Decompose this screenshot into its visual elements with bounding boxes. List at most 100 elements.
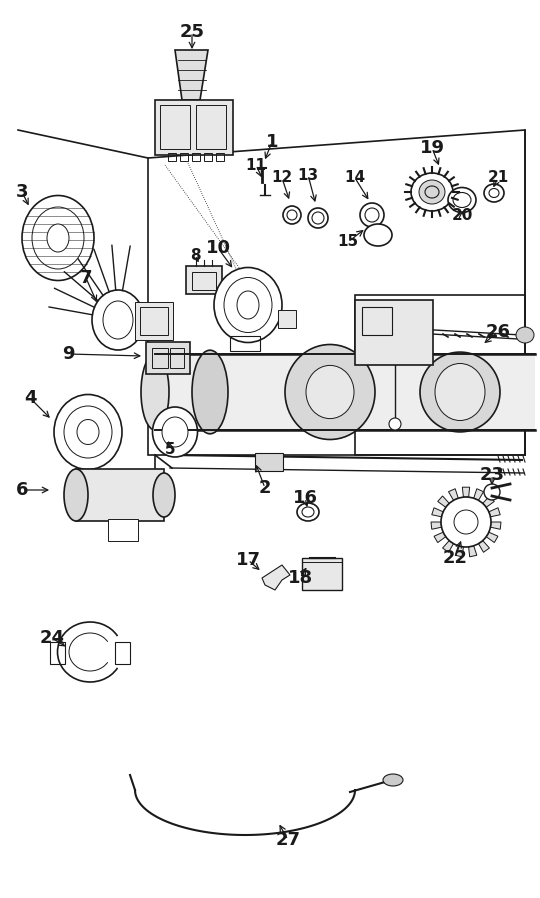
Polygon shape	[443, 541, 454, 552]
Bar	[186, 266, 222, 294]
Circle shape	[441, 497, 491, 547]
Polygon shape	[462, 488, 470, 497]
Text: 27: 27	[275, 831, 300, 849]
Polygon shape	[431, 522, 442, 529]
Circle shape	[484, 484, 500, 500]
Ellipse shape	[92, 290, 144, 350]
Text: 18: 18	[287, 569, 313, 587]
Bar	[362, 307, 392, 335]
Polygon shape	[469, 546, 477, 557]
Bar	[302, 558, 342, 590]
Bar	[255, 453, 283, 471]
Text: 21: 21	[488, 171, 509, 186]
Bar	[115, 642, 130, 664]
Ellipse shape	[153, 473, 175, 517]
Text: 25: 25	[179, 23, 205, 41]
Bar	[155, 354, 535, 430]
Polygon shape	[434, 533, 446, 542]
Text: 24: 24	[39, 629, 64, 647]
Ellipse shape	[162, 417, 188, 447]
Polygon shape	[483, 496, 494, 507]
Bar	[160, 105, 190, 149]
Bar	[76, 469, 164, 521]
Text: 14: 14	[345, 171, 366, 186]
Bar	[152, 348, 168, 368]
Bar	[170, 348, 184, 368]
Bar	[204, 153, 212, 161]
Ellipse shape	[22, 196, 94, 280]
Ellipse shape	[141, 354, 169, 430]
Ellipse shape	[448, 188, 476, 213]
Bar	[230, 336, 260, 351]
Text: 22: 22	[442, 549, 468, 567]
Text: 19: 19	[420, 139, 444, 157]
Text: 15: 15	[338, 234, 359, 250]
Bar	[216, 153, 224, 161]
Ellipse shape	[32, 207, 84, 269]
Ellipse shape	[77, 419, 99, 445]
Polygon shape	[478, 541, 489, 552]
Ellipse shape	[192, 350, 228, 434]
Ellipse shape	[152, 407, 198, 457]
Ellipse shape	[308, 208, 328, 228]
Ellipse shape	[419, 180, 445, 204]
Text: 9: 9	[62, 345, 75, 363]
Bar	[192, 153, 200, 161]
Ellipse shape	[64, 469, 88, 521]
Ellipse shape	[224, 277, 272, 332]
Ellipse shape	[237, 291, 259, 319]
Text: 4: 4	[24, 389, 36, 407]
Bar	[168, 153, 176, 161]
Polygon shape	[489, 507, 500, 517]
Ellipse shape	[360, 203, 384, 227]
Circle shape	[389, 418, 401, 430]
Text: 8: 8	[190, 248, 200, 262]
Text: 17: 17	[235, 551, 260, 569]
Ellipse shape	[54, 394, 122, 470]
Polygon shape	[474, 489, 483, 500]
Ellipse shape	[383, 774, 403, 786]
Ellipse shape	[306, 365, 354, 418]
Text: 13: 13	[298, 168, 319, 182]
Bar	[180, 153, 188, 161]
Text: 7: 7	[80, 269, 92, 287]
Text: 26: 26	[485, 323, 510, 341]
Text: 23: 23	[480, 466, 504, 484]
Ellipse shape	[484, 184, 504, 202]
Bar	[108, 519, 138, 541]
Polygon shape	[490, 522, 501, 529]
Ellipse shape	[47, 224, 69, 252]
Bar	[278, 310, 296, 328]
Bar	[140, 307, 168, 335]
Polygon shape	[449, 489, 458, 500]
Bar	[192, 272, 216, 290]
Polygon shape	[175, 50, 208, 100]
Text: 5: 5	[165, 443, 176, 457]
Ellipse shape	[214, 268, 282, 342]
Ellipse shape	[297, 503, 319, 521]
Text: 1: 1	[266, 133, 278, 151]
Ellipse shape	[364, 224, 392, 246]
Bar	[196, 105, 226, 149]
Text: 11: 11	[246, 157, 267, 172]
Ellipse shape	[516, 327, 534, 343]
Bar	[146, 342, 190, 374]
Text: 12: 12	[272, 171, 293, 186]
Text: 2: 2	[259, 479, 271, 497]
Text: 6: 6	[16, 481, 28, 499]
Ellipse shape	[283, 206, 301, 224]
Text: 3: 3	[16, 183, 28, 201]
Ellipse shape	[64, 406, 112, 458]
Bar	[155, 100, 233, 155]
Ellipse shape	[435, 364, 485, 420]
Polygon shape	[432, 507, 443, 517]
Bar	[135, 302, 173, 340]
Bar	[355, 300, 433, 365]
Text: 10: 10	[206, 239, 231, 257]
Ellipse shape	[285, 345, 375, 439]
Polygon shape	[455, 546, 463, 557]
Ellipse shape	[103, 301, 133, 339]
Polygon shape	[438, 496, 449, 507]
Text: 20: 20	[451, 207, 472, 223]
Polygon shape	[262, 565, 290, 590]
